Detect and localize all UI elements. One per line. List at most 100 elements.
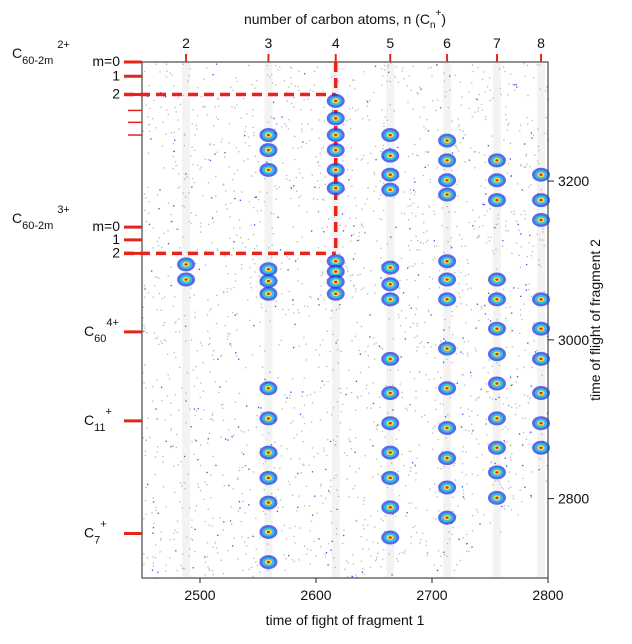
count-dot: [476, 303, 479, 305]
count-dot: [308, 464, 310, 466]
count-dot: [226, 338, 229, 340]
count-dot: [197, 486, 200, 488]
count-dot: [405, 317, 407, 319]
y-axis-label: time of flight of fragment 2: [587, 239, 603, 401]
count-dot: [456, 305, 458, 308]
count-dot: [172, 305, 175, 307]
count-dot: [144, 289, 146, 291]
count-dot: [186, 372, 188, 374]
count-dot: [512, 495, 514, 497]
count-dot: [373, 421, 375, 423]
count-dot: [331, 540, 333, 543]
count-dot: [453, 569, 456, 572]
count-dot: [271, 493, 273, 495]
count-dot: [386, 80, 388, 82]
ion-tick-label: m=0: [92, 53, 120, 69]
count-dot: [331, 414, 333, 416]
count-dot: [358, 235, 360, 238]
count-dot: [209, 159, 212, 162]
count-dot: [392, 338, 395, 340]
count-dot: [463, 341, 466, 343]
island: [381, 386, 400, 401]
count-dot: [515, 242, 518, 244]
count-dot: [298, 205, 300, 207]
count-dot: [426, 118, 428, 121]
count-dot: [523, 394, 526, 396]
count-dot: [256, 564, 258, 566]
count-dot: [369, 314, 371, 316]
count-dot: [252, 471, 255, 473]
count-dot: [480, 306, 482, 308]
count-dot: [249, 489, 252, 491]
count-dot: [146, 95, 149, 98]
count-dot: [536, 160, 539, 162]
count-dot: [204, 158, 207, 160]
count-dot: [448, 531, 450, 533]
count-dot: [370, 515, 372, 517]
count-dot: [491, 398, 494, 400]
count-dot: [458, 124, 461, 126]
count-dot: [189, 296, 191, 299]
count-dot: [190, 287, 192, 289]
count-dot: [373, 171, 375, 174]
count-dot: [175, 356, 177, 359]
count-dot: [350, 575, 353, 577]
count-dot: [201, 344, 203, 347]
island-peak: [445, 347, 449, 350]
count-dot: [379, 180, 381, 182]
count-dot: [370, 555, 372, 557]
count-dot: [433, 245, 436, 248]
count-dot: [155, 127, 157, 129]
y-tick-label: 3200: [558, 173, 589, 189]
count-dot: [217, 552, 219, 554]
count-dot: [291, 378, 294, 380]
count-dot: [264, 460, 267, 463]
count-dot: [193, 385, 196, 388]
count-dot: [460, 426, 463, 428]
island: [177, 272, 196, 287]
count-dot: [322, 90, 324, 92]
count-dot: [356, 158, 358, 160]
count-dot: [293, 535, 295, 538]
count-dot: [485, 383, 487, 385]
count-dot: [485, 179, 487, 181]
count-dot: [485, 193, 487, 195]
count-dot: [173, 491, 176, 494]
count-dot: [251, 115, 254, 117]
count-dot: [207, 442, 209, 444]
count-dot: [166, 109, 168, 111]
count-dot: [420, 538, 422, 541]
count-dot: [509, 142, 512, 144]
count-dot: [400, 309, 403, 312]
count-dot: [437, 439, 439, 441]
count-dot: [495, 291, 497, 293]
count-dot: [403, 464, 405, 467]
count-dot: [507, 94, 509, 96]
count-dot: [345, 560, 348, 562]
count-dot: [332, 110, 334, 112]
ion-label-base: C: [12, 45, 22, 61]
count-dot: [252, 258, 254, 260]
count-dot: [243, 541, 246, 544]
count-dot: [194, 149, 196, 151]
count-dot: [291, 102, 293, 105]
count-dot: [510, 175, 513, 177]
island: [326, 111, 345, 126]
count-dot: [273, 213, 275, 215]
island-peak: [495, 471, 499, 474]
island-peak: [495, 352, 499, 356]
count-dot: [308, 315, 310, 317]
count-dot: [179, 247, 181, 249]
count-dot: [324, 556, 327, 558]
count-dot: [212, 354, 214, 356]
count-dot: [448, 327, 450, 329]
count-dot: [311, 447, 313, 449]
count-dot: [298, 559, 300, 561]
count-dot: [524, 75, 527, 78]
count-dot: [144, 499, 147, 502]
count-dot: [190, 222, 193, 225]
count-dot: [268, 432, 270, 434]
count-dot: [362, 524, 364, 527]
count-dot: [285, 174, 288, 177]
count-dot: [237, 558, 239, 560]
